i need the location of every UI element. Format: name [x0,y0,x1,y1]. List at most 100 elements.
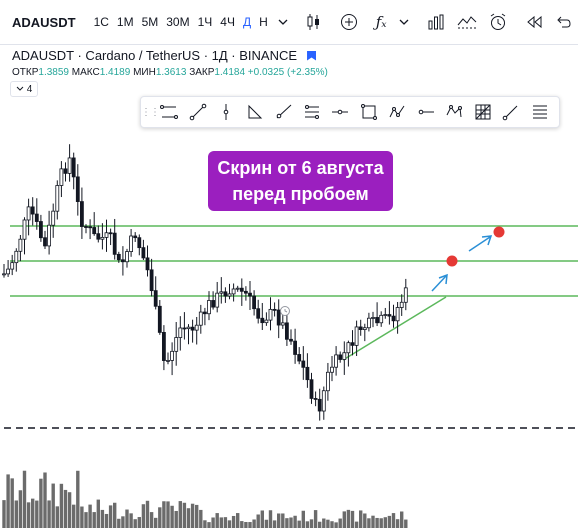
drag-handle-icon[interactable]: ⋮⋮ [141,106,160,118]
volume-bar [354,521,359,528]
candle [399,294,404,316]
candle [375,302,380,327]
volume-bar [158,507,162,528]
candle [379,311,384,327]
candle [108,228,113,246]
volume-bar [268,510,273,528]
triangle-pattern-tool-icon[interactable] [241,97,270,127]
tradingview-icon[interactable] [451,13,483,31]
volume-bar [10,478,14,528]
gann-box-tool-icon[interactable] [469,97,498,127]
fib-retracement-tool-icon[interactable] [526,97,555,127]
open-label: ОТКР [12,67,39,78]
candle [39,214,43,242]
volume-bar [43,472,47,528]
volume-bar [248,522,252,528]
rectangle-tool-icon[interactable] [355,97,384,127]
volume-bar [359,510,363,528]
interval-1s[interactable]: 1С [93,15,109,29]
zigzag-pattern-tool-icon[interactable] [383,97,412,127]
trend-based-fib-tool-icon[interactable] [298,97,327,127]
volume-bar [22,470,27,528]
horizontal-ray-tool-icon[interactable] [412,97,441,127]
candle [30,197,35,226]
low-label: МИН [133,67,156,78]
candle [14,248,19,272]
high-value: 1.4189 [99,67,131,78]
bookmark-flag-icon[interactable] [307,50,317,61]
volume-bar [63,489,68,528]
ray-tool-icon[interactable] [269,97,298,127]
trendline-tool-icon[interactable] [184,97,213,127]
alarm-clock-icon[interactable] [280,306,290,316]
chevron-down-icon[interactable] [272,17,294,27]
parallel-channel-tool-icon[interactable] [155,97,184,127]
candle [362,323,367,342]
candle [121,246,125,276]
candle [330,355,334,382]
candle [219,277,224,304]
xabcd-pattern-tool-icon[interactable] [440,97,469,127]
volume-bar [346,509,351,528]
candle [129,229,134,257]
interval-1m[interactable]: 1М [116,15,134,29]
candle [346,340,351,367]
target-marker-2[interactable] [493,226,505,238]
collapse-count: 4 [26,83,33,95]
candle [293,328,298,364]
indicators-collapse-button[interactable]: 4 [10,81,38,97]
candle [67,144,72,182]
volume-bar [141,504,146,528]
candle [215,281,220,313]
candle [34,198,39,230]
symbol-search-button[interactable]: ADAUSDT [12,14,76,30]
candle [112,218,117,260]
target-marker-1[interactable] [446,255,458,267]
volume-bar [26,502,31,528]
replay-icon[interactable] [519,15,549,29]
volume-bar [342,511,346,528]
horizontal-line-tool-icon[interactable] [326,97,355,127]
volume-bar [84,512,88,528]
candle [182,312,187,340]
templates-icon[interactable] [421,13,451,31]
candles-icon[interactable] [300,13,328,31]
interval-5m[interactable]: 5М [141,15,159,29]
interval-1w[interactable]: Н [259,15,268,29]
candle [264,312,269,326]
annotation-banner: Скрин от 6 августа перед пробоем [208,151,393,211]
interval-30m[interactable]: 30М [166,15,190,29]
chevron-down-icon[interactable] [393,17,415,27]
volume-bar [277,513,281,528]
candle [289,329,293,345]
candle [391,304,396,328]
candle [276,299,281,339]
candles [2,144,408,421]
add-compare-icon[interactable] [334,13,364,31]
arrow-line-tool-icon[interactable] [497,97,526,127]
high-label: МАКС [71,67,100,78]
volume-bar [379,518,383,528]
candle [297,347,302,365]
interval-1h[interactable]: 1Ч [197,15,213,29]
candle [51,203,56,238]
candle [125,248,129,268]
price-chart[interactable] [0,128,578,531]
undo-icon[interactable] [549,15,577,29]
indicators-fx-icon[interactable]: ƒₓ [375,13,387,31]
vertical-line-tool-icon[interactable] [212,97,241,127]
candle [153,276,158,310]
candle [268,297,273,331]
volume-bar [195,504,199,528]
alert-icon[interactable] [483,13,513,31]
volume-bar [137,517,141,528]
candle [63,162,68,182]
arrow-head-icon [481,235,493,246]
interval-1d[interactable]: Д [242,15,252,29]
candle [338,351,343,363]
volume-bar [100,509,105,528]
banner-line-1: Скрин от 6 августа [217,158,384,178]
ascending-trendline[interactable] [342,296,447,361]
volume-bar [334,522,338,528]
interval-4h[interactable]: 4Ч [220,15,235,29]
